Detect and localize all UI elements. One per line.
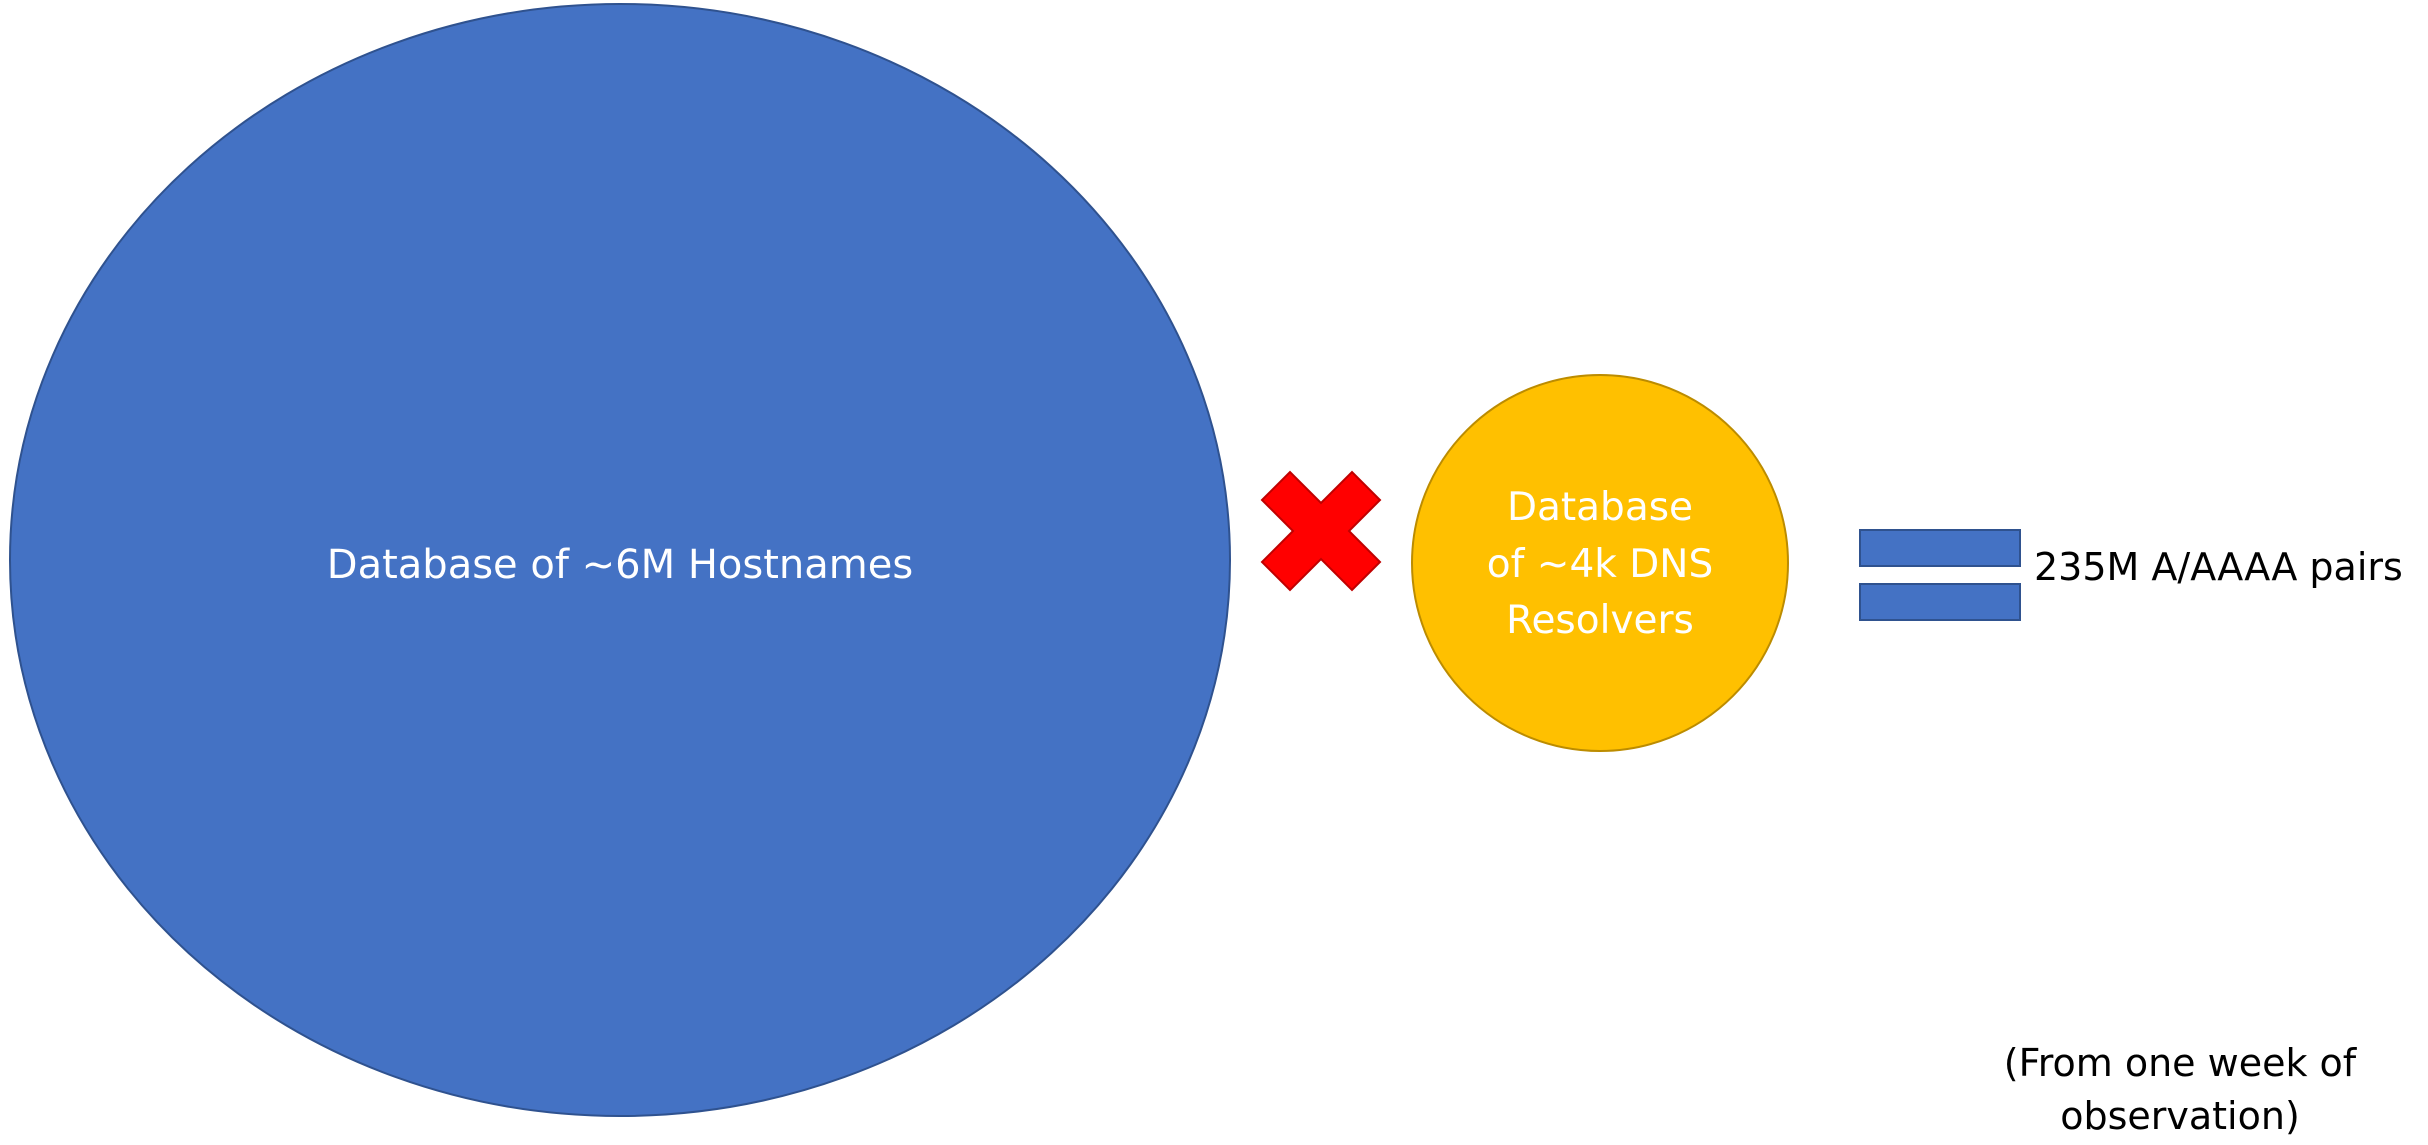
observation-footnote: (From one week of observation) [2003, 1040, 2357, 1138]
resolvers-database-label: Database of ~4k DNS Resolvers [1486, 485, 1714, 644]
hostnames-database-label: Database of ~6M Hostnames [326, 542, 914, 588]
resolvers-database-circle [1411, 374, 1789, 752]
equals-bar-bottom [1859, 583, 2021, 621]
equals-icon [1859, 529, 2021, 621]
equals-bar-top [1859, 529, 2021, 567]
hostnames-database-ellipse [9, 3, 1231, 1117]
multiply-x-icon [1260, 470, 1382, 592]
result-label: 235M A/AAAA pairs [2034, 545, 2403, 590]
